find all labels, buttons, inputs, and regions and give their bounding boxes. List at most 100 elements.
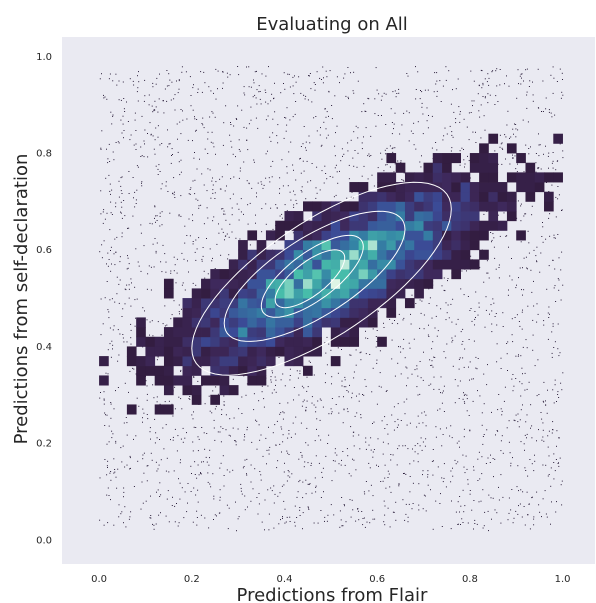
scatter-point <box>260 103 262 105</box>
scatter-point <box>198 438 200 440</box>
scatter-point <box>217 70 219 72</box>
histogram-bin <box>404 211 415 222</box>
scatter-point <box>559 68 561 70</box>
scatter-point <box>550 523 551 525</box>
scatter-point <box>159 144 161 146</box>
scatter-point <box>280 519 281 521</box>
scatter-point <box>378 465 379 467</box>
scatter-point <box>383 322 384 324</box>
histogram-bin <box>377 220 387 231</box>
scatter-point <box>212 112 214 114</box>
scatter-point <box>119 256 121 258</box>
scatter-point <box>226 504 228 506</box>
scatter-point <box>128 297 130 299</box>
scatter-point <box>159 439 160 440</box>
scatter-point <box>414 369 416 371</box>
scatter-point <box>252 96 254 98</box>
scatter-point <box>474 324 475 326</box>
scatter-point <box>426 120 428 122</box>
scatter-point <box>132 177 134 178</box>
scatter-point <box>193 426 195 428</box>
scatter-point <box>140 146 142 148</box>
scatter-point <box>485 296 487 298</box>
scatter-point <box>409 422 411 424</box>
scatter-point <box>261 391 263 393</box>
scatter-point <box>422 474 423 476</box>
scatter-point <box>190 187 192 189</box>
scatter-point <box>187 139 189 141</box>
scatter-point <box>118 180 120 182</box>
scatter-point <box>258 493 260 494</box>
scatter-point <box>344 379 346 381</box>
scatter-point <box>517 200 519 202</box>
scatter-point <box>238 74 240 76</box>
histogram-bin <box>367 278 378 289</box>
scatter-point <box>532 349 534 351</box>
scatter-point <box>285 130 287 132</box>
scatter-point <box>523 171 525 173</box>
scatter-point <box>425 438 427 440</box>
histogram-bin <box>312 201 322 212</box>
scatter-point <box>398 483 400 485</box>
scatter-point <box>153 528 155 530</box>
histogram-bin <box>210 269 220 280</box>
scatter-point <box>548 191 550 192</box>
scatter-point <box>202 461 204 463</box>
scatter-point <box>286 516 288 518</box>
scatter-point <box>115 142 117 143</box>
histogram-bin <box>386 259 397 270</box>
scatter-point <box>259 439 261 441</box>
scatter-point <box>334 155 336 157</box>
scatter-point <box>130 305 132 307</box>
scatter-point <box>209 169 211 171</box>
scatter-point <box>505 136 507 138</box>
scatter-point <box>233 125 235 127</box>
scatter-point <box>423 314 425 316</box>
scatter-point <box>150 438 151 440</box>
scatter-point <box>363 136 364 138</box>
scatter-point <box>538 504 540 506</box>
scatter-point <box>123 130 125 131</box>
scatter-point <box>162 244 164 246</box>
x-tick-label: 0.2 <box>184 574 200 585</box>
scatter-point <box>529 80 531 82</box>
histogram-bin <box>154 336 165 347</box>
scatter-point <box>516 171 518 173</box>
scatter-point <box>212 189 214 191</box>
histogram-bin <box>377 191 387 202</box>
scatter-point <box>302 481 304 483</box>
scatter-point <box>450 103 452 105</box>
scatter-point <box>107 158 109 160</box>
scatter-point <box>497 214 499 216</box>
histogram-bin <box>173 317 183 328</box>
scatter-point <box>398 483 400 485</box>
histogram-bin <box>377 240 387 251</box>
scatter-point <box>558 289 560 291</box>
scatter-point <box>122 337 124 339</box>
scatter-point <box>354 150 356 151</box>
scatter-point <box>417 461 419 463</box>
scatter-point <box>451 321 453 323</box>
histogram-bin <box>163 336 174 347</box>
scatter-point <box>551 331 553 333</box>
scatter-point <box>260 181 262 183</box>
scatter-point <box>331 383 332 385</box>
histogram-bin <box>386 249 397 260</box>
scatter-point <box>273 389 275 391</box>
scatter-point <box>179 482 181 484</box>
scatter-point <box>222 71 224 72</box>
scatter-point <box>535 153 537 154</box>
scatter-point <box>308 135 310 137</box>
scatter-point <box>100 213 102 215</box>
scatter-point <box>372 509 374 511</box>
histogram-bin <box>275 317 285 328</box>
scatter-point <box>363 517 365 519</box>
scatter-point <box>261 231 263 233</box>
scatter-point <box>391 133 393 135</box>
histogram-bin <box>423 182 434 193</box>
scatter-point <box>394 421 396 423</box>
scatter-point <box>529 528 531 530</box>
scatter-point <box>367 155 369 157</box>
scatter-point <box>445 357 447 359</box>
histogram-bin <box>377 201 387 212</box>
